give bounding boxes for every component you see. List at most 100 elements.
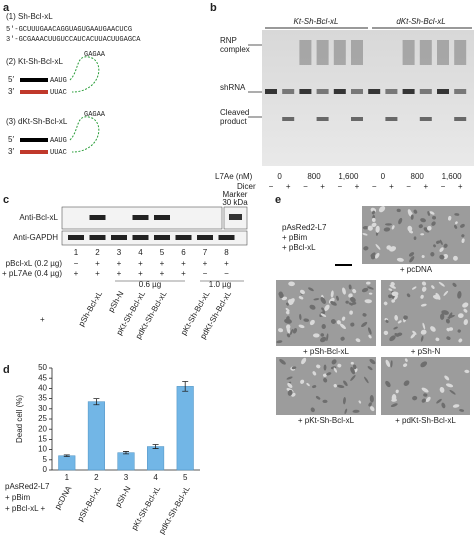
sample-label: pSh-N: [106, 289, 125, 313]
y-tick-label: 20: [38, 424, 47, 433]
cell: [284, 318, 292, 324]
y-tick-label: 40: [38, 384, 47, 393]
cell: [367, 286, 374, 290]
dicer-sign: −: [406, 182, 411, 191]
footer-text: pAsRed2-L7: [5, 482, 50, 491]
caption: + pdKt-Sh-Bcl-xL: [395, 416, 456, 425]
cell: [421, 398, 426, 403]
x-tick-label: 5: [183, 473, 188, 482]
cell: [403, 315, 408, 320]
cell: [446, 336, 451, 340]
band: [437, 40, 449, 65]
cell: [343, 397, 346, 405]
cell: [339, 323, 346, 330]
cell: [439, 239, 443, 245]
band: [299, 40, 312, 65]
cell: [370, 254, 376, 260]
cell: [368, 292, 373, 295]
stem: [20, 138, 48, 142]
cell: [436, 398, 442, 404]
row-label: + pL7Ae (0.4 µg): [2, 269, 62, 278]
band: [351, 117, 363, 121]
cell: [430, 251, 435, 257]
band: [351, 89, 363, 94]
cell: [309, 304, 316, 310]
cell: [407, 209, 413, 217]
y-tick-label: 0: [43, 465, 48, 474]
cell: [457, 329, 461, 333]
cell: [362, 233, 368, 236]
cell: [336, 320, 341, 325]
cell: [323, 364, 327, 371]
band: [132, 235, 149, 240]
lane-number: 1: [74, 248, 79, 257]
band-label: complex: [220, 45, 250, 54]
caption: + pKt-Sh-Bcl-xL: [298, 416, 355, 425]
cell: [390, 360, 393, 368]
cell: [439, 247, 444, 253]
cell: [285, 307, 290, 312]
sample-label: pSh-Bcl-xL: [76, 484, 104, 523]
cell: [406, 293, 411, 298]
band: [316, 40, 329, 65]
y-tick-label: 25: [38, 414, 47, 423]
cell: [454, 224, 458, 229]
footer-text: + pBcl-xL +: [5, 504, 45, 513]
cell: [279, 293, 284, 299]
cell: [403, 380, 410, 386]
cell: [333, 383, 337, 388]
cell: [299, 313, 302, 320]
cell: [348, 302, 353, 306]
dicer-sign: +: [389, 182, 394, 191]
legend-text: pAsRed2-L7: [282, 223, 327, 232]
lane-number: 5: [160, 248, 165, 257]
sign: +: [95, 259, 100, 268]
cell: [383, 330, 389, 336]
band: [333, 40, 346, 65]
cell: [326, 333, 329, 342]
dicer-sign: −: [269, 182, 274, 191]
band: [316, 117, 329, 121]
legend-text: + pBim: [282, 233, 307, 242]
y-tick-label: 45: [38, 373, 47, 382]
cell: [345, 300, 349, 304]
dicer-sign: +: [320, 182, 325, 191]
cell: [453, 255, 458, 261]
cell: [463, 308, 468, 313]
band: [454, 40, 467, 65]
cell: [367, 225, 373, 231]
band: [89, 235, 106, 240]
sign: +: [138, 259, 143, 268]
dose: 1,600: [442, 172, 463, 181]
band: [402, 40, 415, 65]
stem-seq: AAUG: [50, 137, 67, 145]
cell: [288, 281, 295, 287]
cell: [460, 223, 465, 228]
cell: [391, 299, 396, 303]
cell: [459, 409, 465, 412]
dose: 0: [381, 172, 386, 181]
cell: [337, 363, 342, 368]
prime: 3′: [8, 147, 14, 156]
caption: + pSh-Bcl-xL: [303, 347, 350, 356]
cell: [324, 304, 330, 311]
cell: [395, 389, 399, 394]
cell: [455, 221, 458, 225]
bar: [87, 401, 105, 471]
prime: 3′: [8, 87, 14, 96]
gel-header: dKt-Sh-Bcl-xL: [396, 17, 445, 26]
cell: [285, 311, 290, 315]
sequence: 5′-GCUUUGAACAGGUAGUGAAUGAACUCG: [6, 26, 132, 34]
y-tick-label: 5: [43, 455, 48, 464]
band: [68, 235, 84, 240]
band: [282, 89, 295, 94]
cell: [427, 211, 430, 216]
cell: [388, 288, 393, 291]
sample-label: pSh-Bcl-xL: [77, 289, 105, 328]
band: [368, 89, 381, 94]
cell: [375, 252, 380, 259]
cell: [420, 361, 428, 368]
cell: [420, 303, 427, 307]
cell: [371, 222, 377, 227]
